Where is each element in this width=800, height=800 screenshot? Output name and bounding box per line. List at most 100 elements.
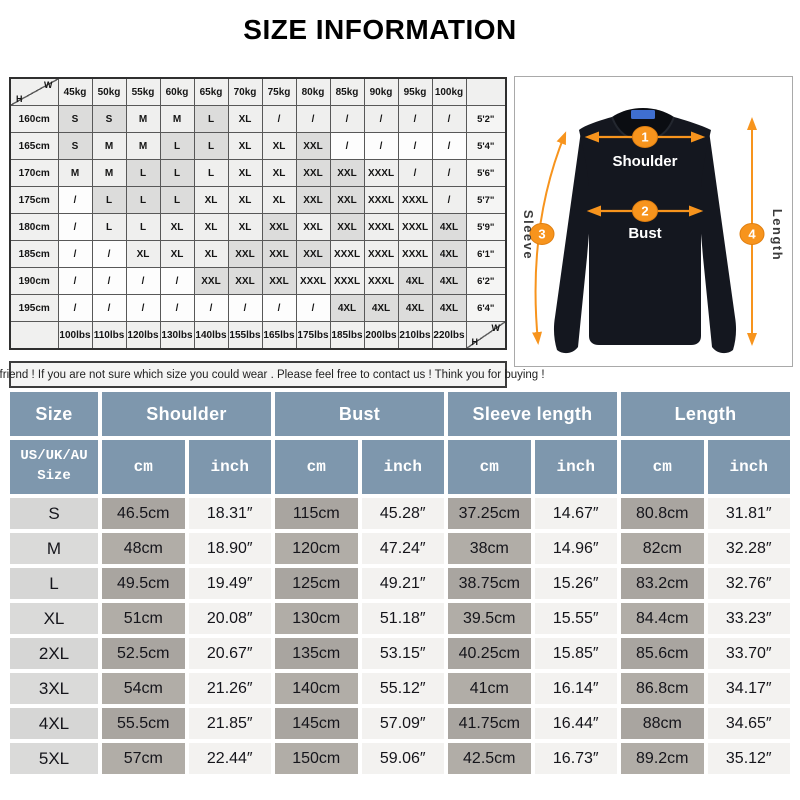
height-axis-label: H [16,94,23,104]
recommended-size-cell: / [329,132,365,160]
recommended-size-cell: 4XL [397,294,433,322]
shoulder-cm-cell: 46.5cm [102,498,185,529]
recommended-size-cell: / [159,267,195,295]
size-chart-row-M: M 48cm 18.90″ 120cm 47.24″ 38cm 14.96″ 82cm 32.2… [10,533,790,564]
bust-in-cell: 59.06″ [361,743,444,774]
bust-measure: 2 Bust [586,200,704,242]
recommended-size-cell: / [431,132,467,160]
recommended-size-cell: / [295,294,331,322]
shoulder-inch-header: inch [188,440,271,494]
matrix-row: 170cm M M L L L XL XL XXL XXL XXXL //5'6" [9,159,507,187]
recommended-size-cell: XL [159,240,195,268]
length-in-cell: 33.23″ [707,603,790,634]
shoulder-in-cell: 22.44″ [188,743,271,774]
recommended-size-cell: / [397,105,433,133]
sleeve-in-cell: 15.55″ [534,603,617,634]
bust-cm-cell: 115cm [275,498,358,529]
length-in-cell: 35.12″ [707,743,790,774]
recommended-size-cell: XXL [329,159,365,187]
bust-cm-cell: 150cm [275,743,358,774]
recommended-size-cell: / [91,267,127,295]
recommended-size-cell: S [91,105,127,133]
recommended-size-cell: XXL [295,213,331,241]
bust-cm-cell: 120cm [275,533,358,564]
height-axis-label: H [471,337,479,347]
size-name-cell: 5XL [10,743,98,774]
weight-axis-label: W [491,323,501,333]
recommended-size-cell: L [125,159,161,187]
recommended-size-cell: / [159,294,195,322]
height-ft-cell: 5'2" [465,105,507,133]
recommended-size-cell: XXL [295,240,331,268]
recommended-size-cell: XL [261,132,297,160]
recommended-size-cell: XL [193,186,229,214]
recommended-size-cell: XXL [295,159,331,187]
length-label: Length [770,209,785,261]
shoulder-in-cell: 18.31″ [188,498,271,529]
lbs-empty-cell [9,321,59,350]
sleeve-in-cell: 15.26″ [534,568,617,599]
recommended-size-cell: XXXL [295,267,331,295]
length-cm-cell: 80.8cm [621,498,704,529]
bust-in-cell: 49.21″ [361,568,444,599]
shirt-diagram-svg: 1 Shoulder 2 Bust 3 Sleeve 4 [521,108,785,354]
recommended-size-cell: / [57,294,93,322]
size-chart-row-2XL: 2XL 52.5cm 20.67″ 135cm 53.15″ 40.25cm 15.85″ 8… [10,638,790,669]
bust-in-cell: 45.28″ [361,498,444,529]
lbs-cell: 200lbs [363,321,399,350]
matrix-row: 160cm S S M M L XL / / / / //5'2" [9,105,507,133]
length-cm-cell: 86.8cm [621,673,704,704]
shoulder-cm-cell: 52.5cm [102,638,185,669]
lbs-cell: 140lbs [193,321,229,350]
size-chart-unit-header-row: US/UK/AU Size cm inch cm inch cm inch cm… [10,440,790,494]
shoulder-in-cell: 19.49″ [188,568,271,599]
weight-header-cell: 70kg [227,77,263,106]
recommended-size-cell: XXL [193,267,229,295]
recommended-size-cell: 4XL [363,294,399,322]
circle-1 [632,126,658,148]
size-name-cell: XL [10,603,98,634]
collar-tag [631,110,655,119]
recommended-size-cell: XL [261,159,297,187]
recommended-size-cell: XXL [227,267,263,295]
ft-column-header-cell [465,77,507,106]
size-chart-row-S: S 46.5cm 18.31″ 115cm 45.28″ 37.25cm 14.67″ 80.… [10,498,790,529]
recommended-size-cell: L [125,213,161,241]
bust-cm-cell: 140cm [275,673,358,704]
recommended-size-cell: L [193,159,229,187]
size-chart-row-3XL: 3XL 54cm 21.26″ 140cm 55.12″ 41cm 16.14″ 86.8cm… [10,673,790,704]
recommended-size-cell: / [91,294,127,322]
recommended-size-cell: / [261,294,297,322]
recommended-size-cell: / [57,240,93,268]
matrix-row: 175cm / L L L XL XL XL XXL XXL XXXL XXXL/5'7" [9,186,507,214]
sleeve-cm-cell: 39.5cm [448,603,531,634]
sleeve-in-cell: 14.67″ [534,498,617,529]
height-ft-cell: 5'9" [465,213,507,241]
sleeve-cm-cell: 38.75cm [448,568,531,599]
recommended-size-cell: 4XL [431,294,467,322]
recommended-size-cell: XL [227,132,263,160]
recommended-size-cell: / [329,105,365,133]
sleeve-inch-header: inch [534,440,617,494]
shoulder-in-cell: 21.85″ [188,708,271,739]
bust-label: Bust [628,225,661,242]
length-in-cell: 32.28″ [707,533,790,564]
lbs-footer-row: 100lbs 110lbs 120lbs 130lbs 140lbs 155lbs 165l… [9,321,507,350]
recommended-size-cell: XL [227,105,263,133]
recommended-size-cell: M [125,132,161,160]
recommended-size-cell: L [159,159,195,187]
lbs-cell: 165lbs [261,321,297,350]
size-name-cell: 3XL [10,673,98,704]
recommended-size-cell: / [227,294,263,322]
sleeve-cm-cell: 37.25cm [448,498,531,529]
length-in-cell: 34.17″ [707,673,790,704]
measurement-diagram: 1 Shoulder 2 Bust 3 Sleeve 4 [514,76,793,367]
bust-cm-cell: 125cm [275,568,358,599]
bust-in-cell: 57.09″ [361,708,444,739]
length-cm-cell: 85.6cm [621,638,704,669]
weight-header-row: W H 45kg 50kg 55kg 60kg 65kg 70kg 75kg 80kg 85kg 90… [9,77,507,106]
recommended-size-cell: L [91,213,127,241]
size-name-cell: L [10,568,98,599]
lbs-cell: 110lbs [91,321,127,350]
